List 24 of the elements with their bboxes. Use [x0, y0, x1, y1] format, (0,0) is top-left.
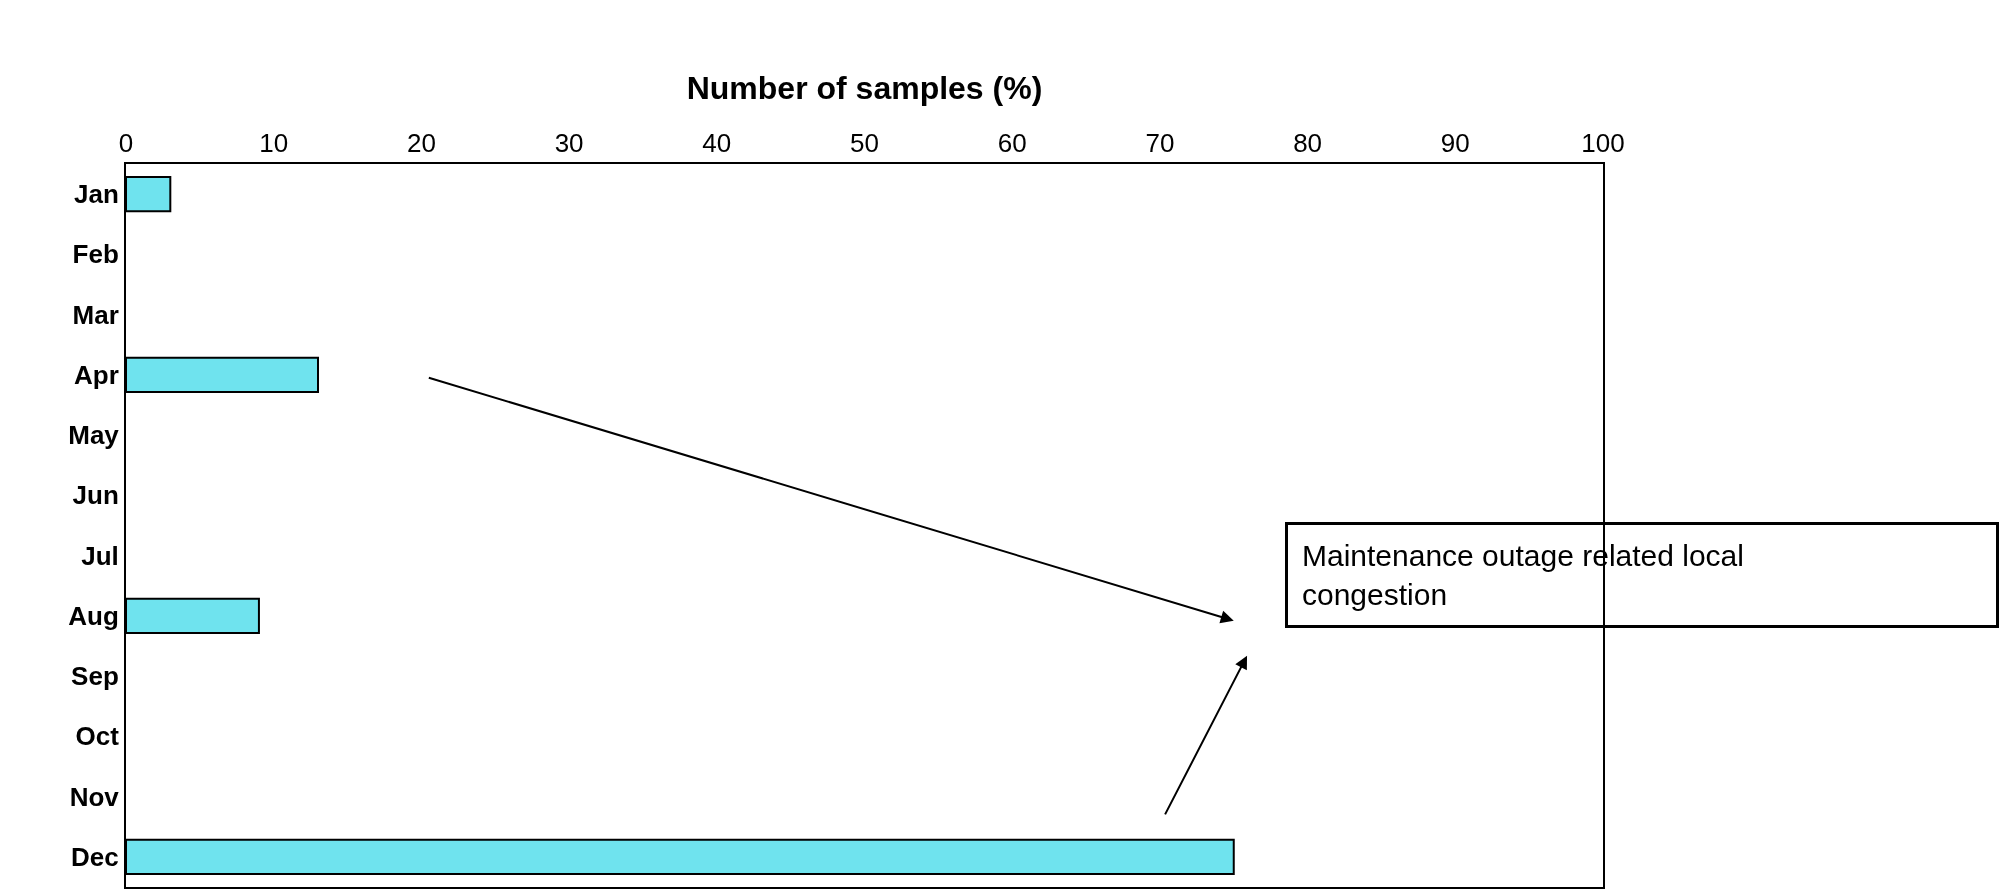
y-tick-label: Sep: [71, 661, 119, 692]
x-tick-label: 100: [1581, 127, 1625, 158]
x-tick-label: 20: [406, 127, 436, 158]
y-tick-label: Oct: [75, 721, 120, 752]
y-tick-label: Apr: [74, 359, 119, 390]
x-tick-label: 50: [850, 127, 879, 158]
x-axis-title: Number of samples (%): [686, 70, 1043, 107]
x-tick-label: 40: [702, 127, 732, 158]
x-tick-label: 80: [1293, 127, 1323, 158]
x-tick-label: 70: [1145, 127, 1175, 158]
y-tick-label: Nov: [69, 781, 120, 812]
x-tick-label: 30: [554, 127, 584, 158]
y-tick-label: Jun: [72, 480, 119, 511]
x-tick-label: 10: [259, 127, 289, 158]
y-tick-label: Feb: [72, 239, 119, 270]
y-tick-label: Dec: [71, 841, 119, 872]
y-tick-label: Jul: [81, 540, 119, 571]
y-tick-label: Aug: [68, 600, 119, 631]
x-tick-label: 60: [997, 127, 1027, 158]
y-tick-label: Mar: [72, 299, 119, 330]
y-tick-label: Jan: [73, 179, 119, 210]
y-tick-label: May: [68, 420, 120, 451]
x-tick-label: 0: [118, 127, 134, 158]
x-tick-label: 90: [1440, 127, 1470, 158]
